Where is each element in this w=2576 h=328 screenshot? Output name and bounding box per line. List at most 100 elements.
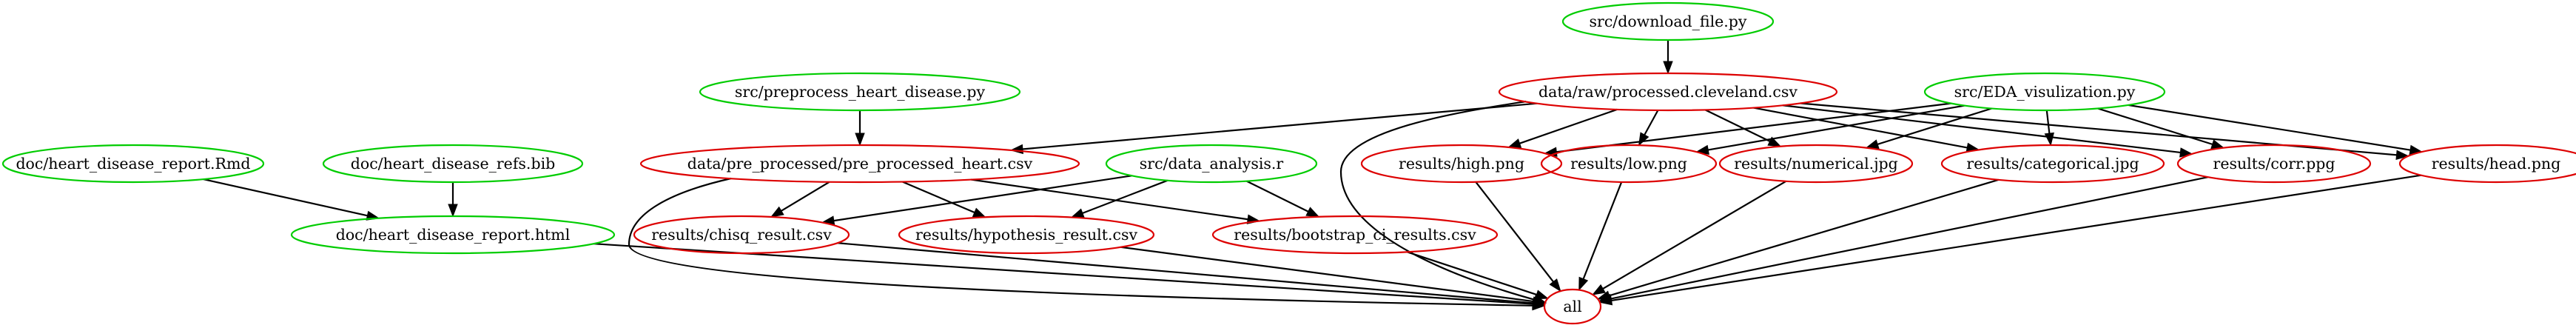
node-ellipse [633,215,850,255]
edge-pre-to-chisq [770,181,830,218]
node-bib: doc/heart_disease_refs.bib [322,144,584,184]
node-label: src/EDA_visulization.py [1954,83,2136,101]
edge-line [1643,110,1659,137]
arrowhead-icon [1663,61,1673,75]
node-html: doc/heart_disease_report.html [290,215,616,255]
edge-line [1407,251,1538,296]
edge-line [1609,176,2208,300]
node-label: data/pre_processed/pre_processed_heart.c… [687,155,1033,173]
edge-raw-to-high [1507,108,1618,148]
node-ellipse [1543,288,1602,325]
node-rmd: doc/heart_disease_report.Rmd [1,144,265,184]
arrowhead-icon [448,204,458,218]
edge-high-to-all [1475,181,1561,292]
node-ellipse [1718,144,1914,184]
node-ellipse [639,144,1080,184]
node-high: results/high.png [1360,144,1563,184]
edge-line [1753,107,1969,149]
node-ellipse [898,215,1155,255]
node-categorical: results/categorical.jpg [1940,144,2165,184]
edge-line [1875,107,1992,146]
node-numerical: results/numerical.jpg [1718,144,1914,184]
node-label: results/high.png [1399,155,1524,173]
node-ellipse [1360,144,1563,184]
edge-line [2097,107,2214,146]
arrowhead-icon [1638,132,1649,147]
node-hypothesis: results/hypothesis_result.csv [898,215,1155,255]
edge-line [2045,110,2051,135]
arrowhead-icon [1507,138,1522,148]
node-label: results/corr.ppg [2213,155,2335,173]
edge-line [2128,104,2412,151]
edge-line [1782,104,2182,154]
edge-bootstrap-to-all [1407,251,1549,300]
node-label: src/data_analysis.r [1140,155,1284,173]
node-label: results/hypothesis_result.csv [915,226,1138,244]
edge-raw-to-all [1339,100,1547,305]
node-label: doc/heart_disease_refs.bib [351,155,556,173]
edge-numerical-to-all [1592,180,1787,295]
node-ellipse [2398,144,2576,184]
edge-line [1518,108,1618,145]
node-ellipse [322,144,584,184]
edge-bib-to-html [448,182,458,218]
edge-analysis-to-hypothesis [1070,179,1168,218]
node-label: results/chisq_result.csv [651,226,832,244]
edge-raw-to-head [1800,102,2409,160]
node-label: results/low.png [1570,155,1687,173]
node-label: results/bootstrap_ci_results.csv [1234,226,1476,244]
arrowhead-icon [1578,276,1589,291]
arrowhead-icon [1534,289,1549,300]
edge-raw-to-numerical [1704,109,1782,147]
edge-rmd-to-html [203,178,380,221]
node-label: results/head.png [2432,155,2561,173]
arrowhead-icon [1598,295,1613,306]
node-corr: results/corr.ppg [2176,144,2372,184]
arrowhead-icon [1009,144,1023,155]
node-ellipse [699,72,1021,112]
node-label: doc/heart_disease_report.Rmd [16,155,250,173]
node-ellipse [1923,72,2166,112]
edge-eda-to-categorical [2044,110,2054,147]
edge-line [1706,104,1965,151]
node-preprocess: src/preprocess_heart_disease.py [699,72,1021,112]
node-ellipse [1940,144,2165,184]
node-label: src/preprocess_heart_disease.py [735,83,986,101]
node-label: results/numerical.jpg [1734,155,1898,173]
node-ellipse [1540,144,1718,184]
edge-raw-to-pre [1009,102,1537,155]
edge-line [1704,109,1772,143]
arrowhead-icon [855,133,865,147]
arrowhead-icon [1070,208,1085,218]
edges-layer [203,40,2424,311]
edge-pre-to-bootstrap [970,178,1261,224]
node-eda: src/EDA_visulization.py [1923,72,2166,112]
node-label: src/download_file.py [1590,13,1747,30]
node-pre: data/pre_processed/pre_processed_heart.c… [639,144,1080,184]
node-ellipse [1211,215,1499,255]
edge-line [1120,246,1536,303]
edge-line [1607,178,2000,297]
node-label: all [1563,298,1581,315]
edge-line [628,177,1535,307]
node-ellipse [1498,72,1838,112]
arrowhead-icon [1592,284,1606,295]
arrowhead-icon [1305,207,1320,218]
edge-line [1475,181,1556,284]
node-ellipse [290,215,616,255]
edge-eda-to-head [2128,104,2424,155]
edge-eda-to-corr [2097,107,2225,150]
node-chisq: results/chisq_result.csv [633,215,850,255]
node-bootstrap: results/bootstrap_ci_results.csv [1211,215,1499,255]
edge-pre-to-all [628,177,1546,311]
edge-line [1610,174,2421,302]
edge-line [1601,180,1787,290]
node-ellipse [1,144,265,184]
edge-line [1080,179,1168,215]
arrowhead-icon [972,207,986,218]
node-download: src/download_file.py [1561,1,1775,41]
edge-preprocess-to-pre [855,110,865,147]
edge-line [1339,100,1536,301]
